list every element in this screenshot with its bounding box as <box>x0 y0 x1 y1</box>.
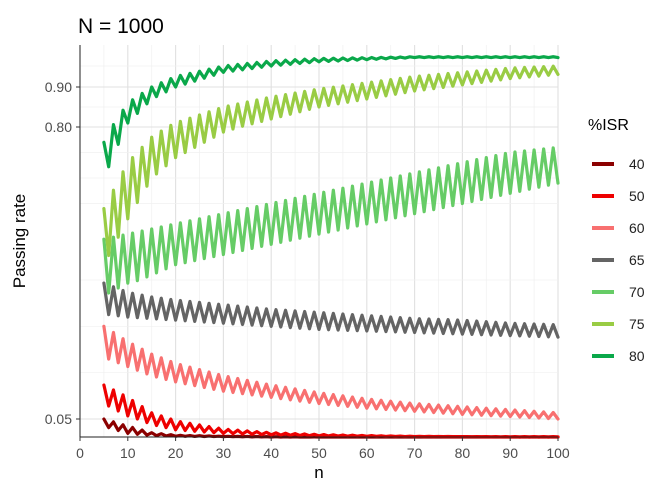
y-tick-label: 0.05 <box>45 411 72 427</box>
legend-label: 75 <box>629 316 645 332</box>
x-axis-ticks: 0 10 20 30 40 50 60 70 80 90 100 <box>76 437 570 461</box>
series-line-65 <box>102 281 560 339</box>
series-line-70 <box>102 146 560 295</box>
legend: %ISR 40 50 60 65 70 75 80 <box>588 117 645 364</box>
legend-items: 40 50 60 65 70 75 80 <box>592 156 645 364</box>
legend-label: 70 <box>629 284 645 300</box>
legend-label: 60 <box>629 220 645 236</box>
legend-label: 65 <box>629 252 645 268</box>
x-tick-label: 90 <box>502 445 518 461</box>
legend-label: 80 <box>629 348 645 364</box>
series-line-60 <box>102 324 560 421</box>
legend-label: 50 <box>629 188 645 204</box>
legend-label: 40 <box>629 156 645 172</box>
x-axis-label: n <box>314 463 323 482</box>
x-tick-label: 50 <box>311 445 327 461</box>
series-line-75 <box>102 64 560 258</box>
series-line-80 <box>102 55 560 169</box>
x-tick-label: 40 <box>263 445 279 461</box>
x-tick-label: 100 <box>546 445 570 461</box>
x-tick-label: 70 <box>407 445 423 461</box>
x-tick-label: 80 <box>455 445 471 461</box>
y-tick-label: 0.90 <box>45 79 72 95</box>
x-tick-label: 30 <box>216 445 232 461</box>
x-tick-label: 10 <box>120 445 136 461</box>
y-axis-label: Passing rate <box>10 194 29 289</box>
y-tick-label: 0.80 <box>45 119 72 135</box>
x-tick-label: 60 <box>359 445 375 461</box>
x-tick-label: 0 <box>76 445 84 461</box>
chart-title: N = 1000 <box>78 15 164 38</box>
x-tick-label: 20 <box>168 445 184 461</box>
legend-title: %ISR <box>588 117 629 134</box>
y-axis-ticks: 0.05 0.80 0.90 <box>45 79 80 427</box>
